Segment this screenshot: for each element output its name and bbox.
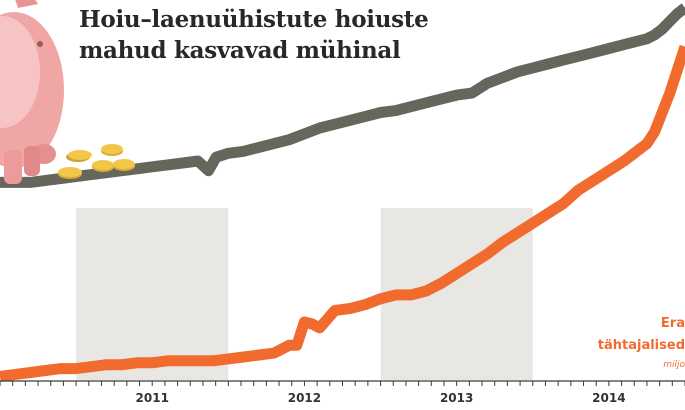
coin-stack-icon <box>58 144 135 179</box>
x-tick-label-2014: 2014 <box>592 391 625 405</box>
x-tick-labels: 2011 2012 2013 2014 <box>136 391 626 405</box>
series-line-1 <box>0 44 685 382</box>
x-tick-label-2013: 2013 <box>440 391 473 405</box>
piggy-bank-icon <box>0 0 64 184</box>
series-label-line1: Era <box>660 316 685 331</box>
year-bands <box>76 208 533 380</box>
x-tick-label-2011: 2011 <box>136 391 169 405</box>
year-band-0 <box>76 208 229 380</box>
x-tick-label-2012: 2012 <box>288 391 321 405</box>
unit-label: miljo <box>663 360 685 370</box>
x-axis <box>0 380 685 386</box>
series-label-line2: tähtajalised <box>597 338 685 353</box>
chart-title: Hoiu–laenuühistute hoiuste mahud kasvava… <box>79 6 429 64</box>
